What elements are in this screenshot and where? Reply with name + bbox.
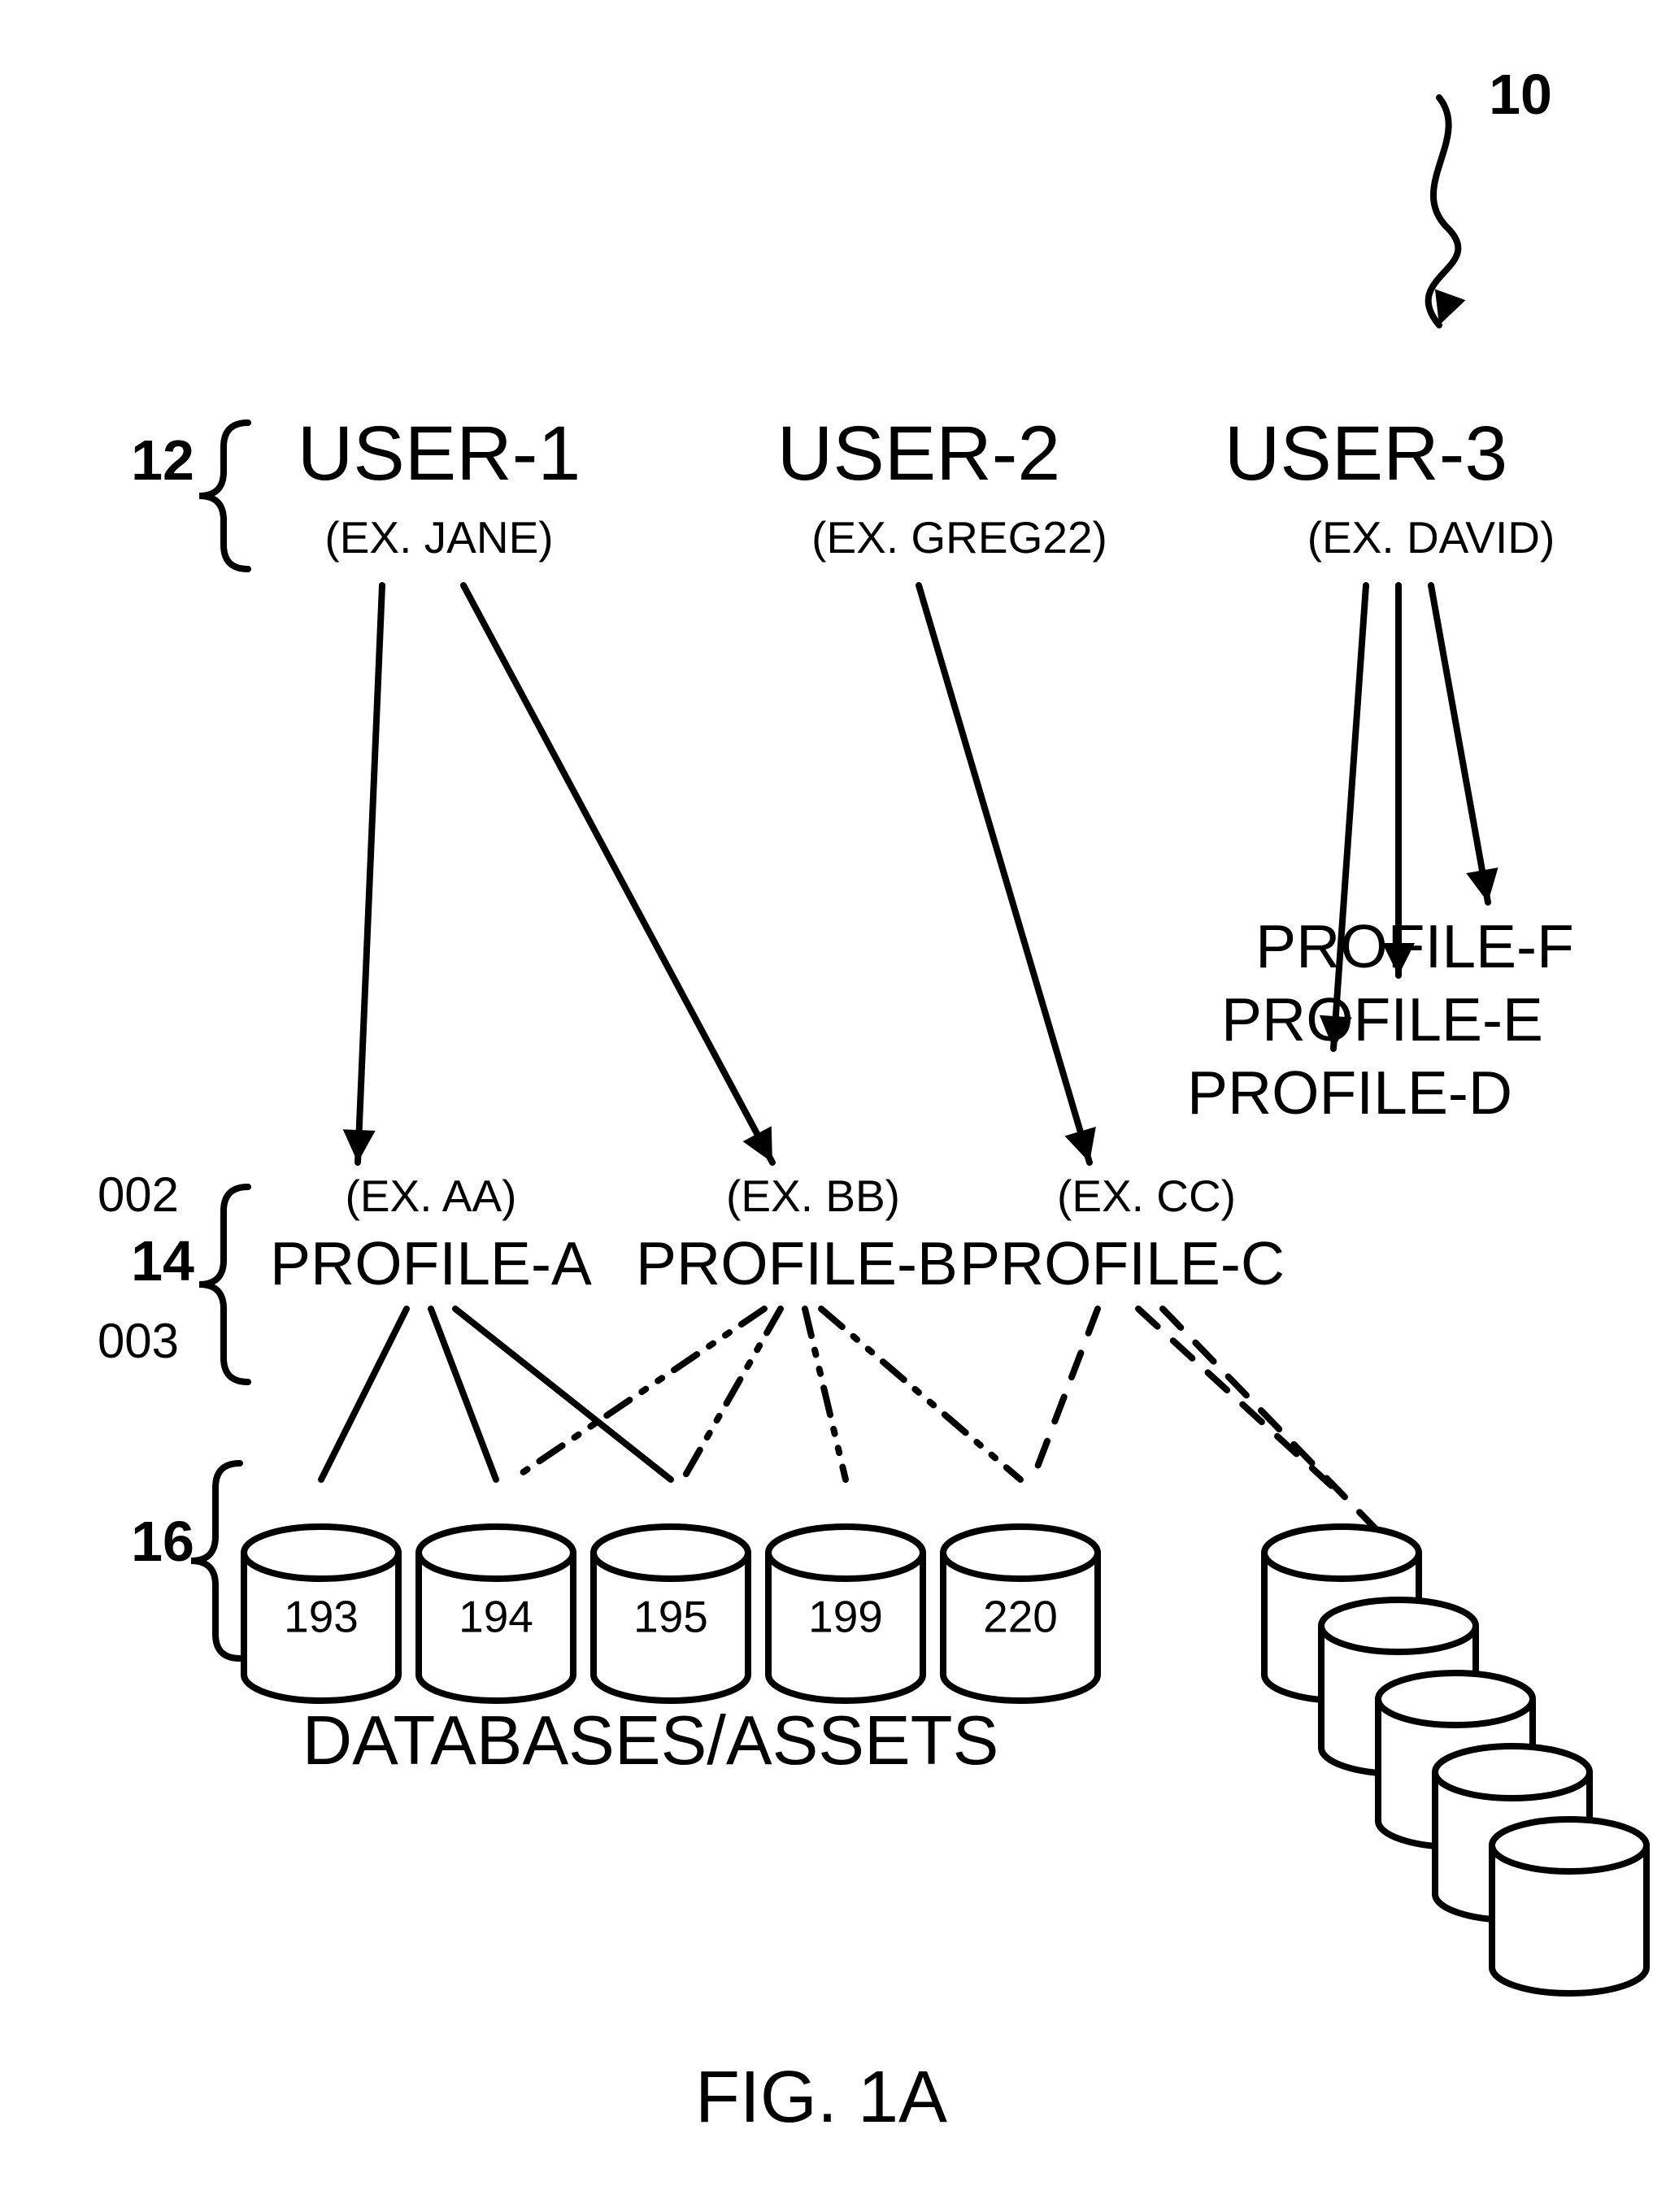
db-194-label: 194 (459, 1592, 533, 1642)
pc-dbr2 (1163, 1309, 1407, 1561)
brace-16 (191, 1463, 240, 1658)
profile-f: PROFILE-F (1255, 912, 1574, 980)
db-195: 195 (594, 1527, 748, 1701)
ref-16: 16 (131, 1510, 194, 1573)
user-3-sub: (EX. DAVID) (1307, 512, 1555, 563)
dbr-5 (1492, 1819, 1646, 1993)
ref-12: 12 (131, 428, 194, 492)
u3-pf (1431, 585, 1488, 902)
db-193-label: 193 (284, 1592, 359, 1642)
brace-12 (199, 423, 248, 569)
db-195-label: 195 (633, 1592, 708, 1642)
pb-220 (821, 1309, 1020, 1480)
arrowhead (343, 1129, 376, 1162)
db-row-left: 193 194 195 199 220 (244, 1527, 1098, 1701)
ref-002: 002 (98, 1167, 179, 1222)
profile-c-sub: (EX. CC) (1057, 1171, 1236, 1221)
u1-pb (463, 585, 772, 1162)
user-2-sub: (EX. GREG22) (811, 512, 1107, 563)
db-199-label: 199 (808, 1592, 883, 1642)
profile-a: PROFILE-A (270, 1229, 592, 1297)
profile-b-sub: (EX. BB) (726, 1171, 900, 1221)
db-220-label: 220 (983, 1592, 1058, 1642)
profile-d: PROFILE-D (1187, 1058, 1512, 1127)
figure-title: FIG. 1A (695, 2057, 947, 2138)
ref-14: 14 (131, 1229, 194, 1293)
ref-10: 10 (1489, 63, 1552, 126)
arrowhead (1466, 867, 1498, 902)
u2-pc (919, 585, 1090, 1162)
user-1: USER-1 (298, 411, 581, 497)
databases-label: DATABASES/ASSETS (302, 1702, 999, 1780)
pc-dbr1 (1138, 1309, 1333, 1488)
db-193: 193 (244, 1527, 398, 1701)
brace-14 (199, 1187, 248, 1382)
ref-003: 003 (98, 1314, 179, 1368)
u1-pa (358, 585, 382, 1162)
db-194: 194 (419, 1527, 573, 1701)
profile-e: PROFILE-E (1221, 985, 1543, 1054)
db-199: 199 (768, 1527, 923, 1701)
user-3: USER-3 (1224, 411, 1507, 497)
profile-b: PROFILE-B (636, 1229, 958, 1297)
pa-193 (321, 1309, 407, 1480)
profile-c: PROFILE-C (959, 1229, 1285, 1297)
user-1-sub: (EX. JANE) (324, 512, 553, 563)
arrowhead (1435, 289, 1466, 325)
db-220: 220 (943, 1527, 1098, 1701)
profile-a-sub: (EX. AA) (346, 1171, 517, 1221)
squiggle-arrow (1429, 98, 1459, 325)
pc-220 (1033, 1309, 1098, 1480)
user-2: USER-2 (777, 411, 1060, 497)
db-stack-right (1264, 1527, 1646, 1993)
pb-199 (805, 1309, 846, 1480)
